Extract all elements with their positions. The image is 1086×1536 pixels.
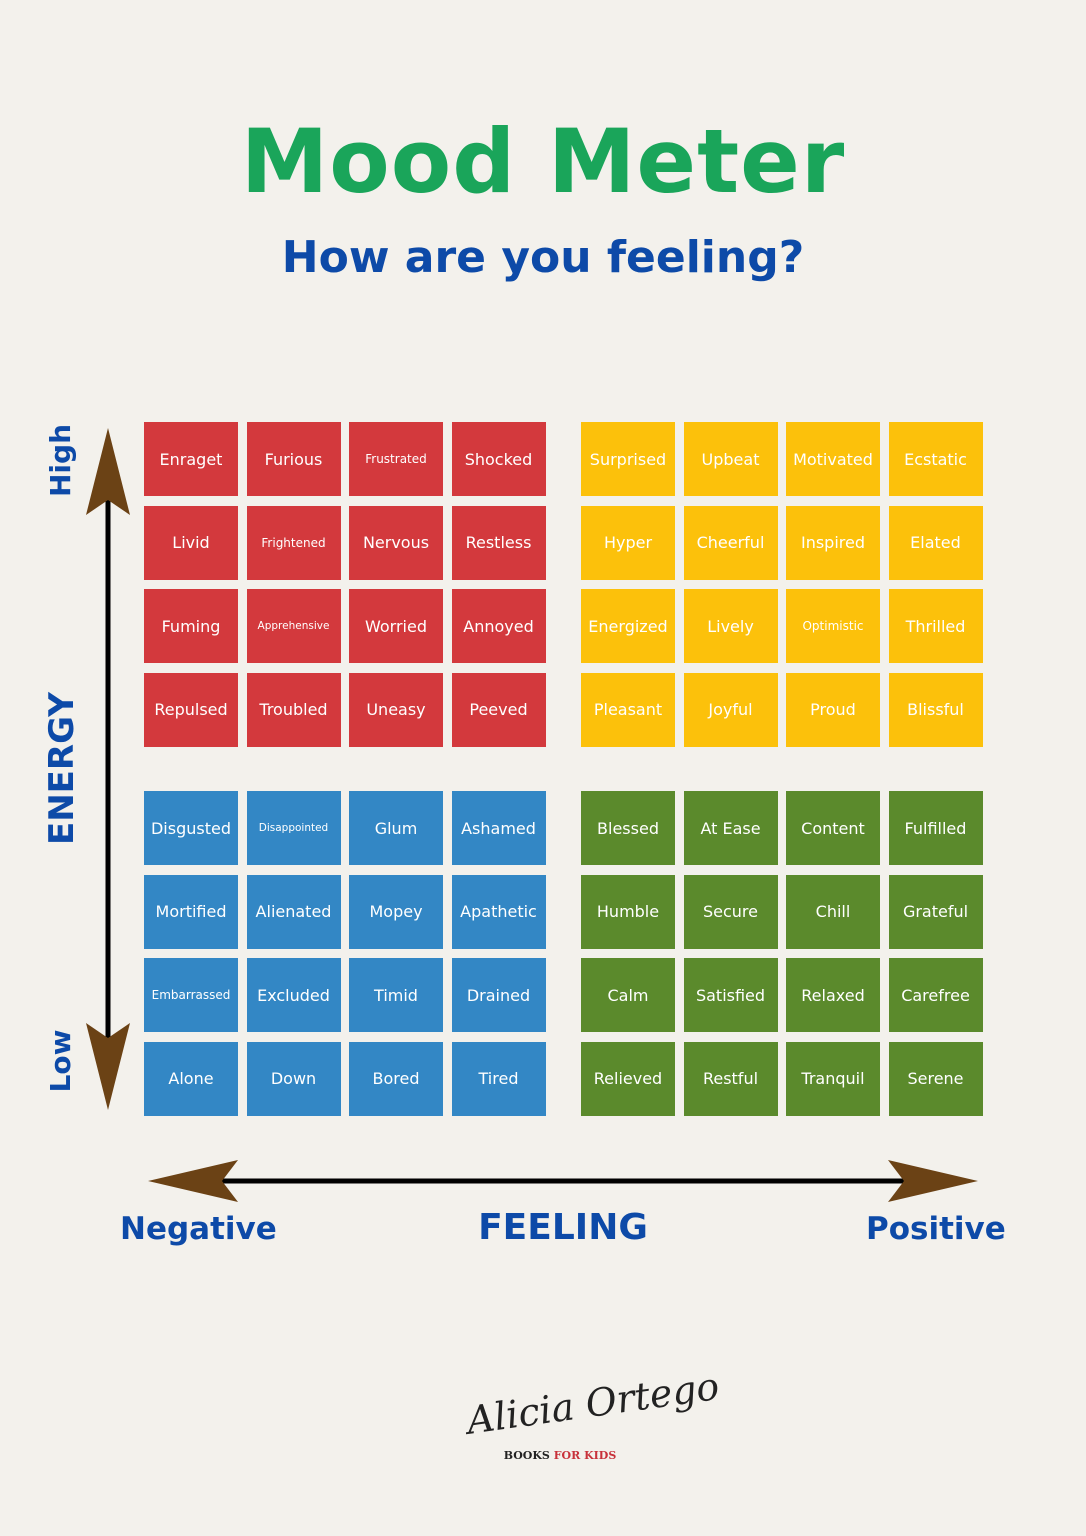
mood-tile: Thrilled — [888, 589, 983, 663]
mood-tile: Furious — [246, 422, 341, 496]
mood-tile: Hyper — [581, 505, 675, 580]
mood-tile: Ashamed — [451, 791, 546, 865]
mood-tile: Glum — [349, 791, 443, 865]
energy-axis-label: ENERGY — [42, 692, 82, 845]
mood-tile: Livid — [144, 505, 238, 580]
mood-tile: Embarrassed — [144, 958, 238, 1032]
mood-tile: Worried — [349, 589, 443, 663]
mood-tile: Ecstatic — [888, 422, 983, 496]
mood-tile: Uneasy — [349, 672, 443, 747]
feeling-arrow-left-icon — [148, 1160, 238, 1202]
mood-tile: Elated — [888, 505, 983, 580]
mood-tile: At Ease — [683, 791, 778, 865]
logo-tagline-books: BOOKS — [503, 1449, 550, 1462]
mood-tile: Humble — [581, 874, 675, 949]
mood-tile: Satisfied — [683, 958, 778, 1032]
mood-tile: Carefree — [888, 958, 983, 1032]
page-title: Mood Meter — [240, 110, 846, 213]
mood-tile: Motivated — [786, 422, 880, 496]
energy-high-label: High — [44, 423, 77, 497]
mood-tile: Drained — [451, 958, 546, 1032]
mood-tile: Tired — [451, 1041, 546, 1116]
quadrant-low-negative: Disgusted Disappointed Glum Ashamed Mortifie… — [144, 791, 546, 1116]
mood-tile: Troubled — [246, 672, 341, 747]
mood-tile: Fuming — [144, 589, 238, 663]
mood-tile: Tranquil — [786, 1041, 880, 1116]
mood-tile: Apathetic — [451, 874, 546, 949]
mood-tile: Optimistic — [786, 589, 880, 663]
mood-tile: Bored — [349, 1041, 443, 1116]
quadrant-high-negative: Enraget Furious Frustrated Shocked Livid Frig… — [144, 422, 546, 747]
logo-tagline-for-kids: FOR KIDS — [553, 1449, 617, 1462]
feeling-positive-label: Positive — [866, 1211, 1006, 1247]
mood-tile: Upbeat — [683, 422, 778, 496]
mood-tile: Alienated — [246, 874, 341, 949]
mood-tile: Annoyed — [451, 589, 546, 663]
mood-tile: Frightened — [246, 505, 341, 580]
mood-tile: Joyful — [683, 672, 778, 747]
mood-tile: Blissful — [888, 672, 983, 747]
mood-tile: Fulfilled — [888, 791, 983, 865]
mood-tile: Content — [786, 791, 880, 865]
mood-tile: Frustrated — [349, 422, 443, 496]
mood-tile: Down — [246, 1041, 341, 1116]
mood-tile: Mopey — [349, 874, 443, 949]
mood-tile: Mortified — [144, 874, 238, 949]
mood-tile: Disgusted — [144, 791, 238, 865]
feeling-negative-label: Negative — [120, 1211, 277, 1247]
quadrant-high-positive: Surprised Upbeat Motivated Ecstatic Hyper Che… — [581, 422, 983, 747]
energy-low-label: Low — [44, 1029, 77, 1093]
mood-tile: Cheerful — [683, 505, 778, 580]
mood-tile: Chill — [786, 874, 880, 949]
page-subtitle: How are you feeling? — [281, 232, 805, 283]
mood-tile: Alone — [144, 1041, 238, 1116]
mood-tile: Serene — [888, 1041, 983, 1116]
mood-tile: Surprised — [581, 422, 675, 496]
mood-tile: Nervous — [349, 505, 443, 580]
mood-tile: Repulsed — [144, 672, 238, 747]
mood-tile: Lively — [683, 589, 778, 663]
energy-arrow-up-icon — [86, 428, 130, 515]
feeling-arrow-right-icon — [888, 1160, 978, 1202]
mood-tile: Shocked — [451, 422, 546, 496]
feeling-axis-label: FEELING — [478, 1207, 648, 1248]
mood-tile: Pleasant — [581, 672, 675, 747]
quadrant-low-positive: Blessed At Ease Content Fulfilled Humble Secu… — [581, 791, 983, 1116]
logo-tagline: BOOKS FOR KIDS — [495, 1449, 625, 1462]
mood-tile: Energized — [581, 589, 675, 663]
mood-tile: Disappointed — [246, 791, 341, 865]
mood-tile: Calm — [581, 958, 675, 1032]
mood-tile: Proud — [786, 672, 880, 747]
mood-tile: Relaxed — [786, 958, 880, 1032]
mood-tile: Apprehensive — [246, 589, 341, 663]
mood-tile: Relieved — [581, 1041, 675, 1116]
mood-tile: Excluded — [246, 958, 341, 1032]
mood-tile: Inspired — [786, 505, 880, 580]
mood-tile: Peeved — [451, 672, 546, 747]
mood-tile: Blessed — [581, 791, 675, 865]
mood-tile: Restful — [683, 1041, 778, 1116]
mood-tile: Timid — [349, 958, 443, 1032]
energy-arrow-down-icon — [86, 1023, 130, 1110]
mood-tile: Restless — [451, 505, 546, 580]
mood-tile: Secure — [683, 874, 778, 949]
mood-tile: Grateful — [888, 874, 983, 949]
mood-tile: Enraget — [144, 422, 238, 496]
